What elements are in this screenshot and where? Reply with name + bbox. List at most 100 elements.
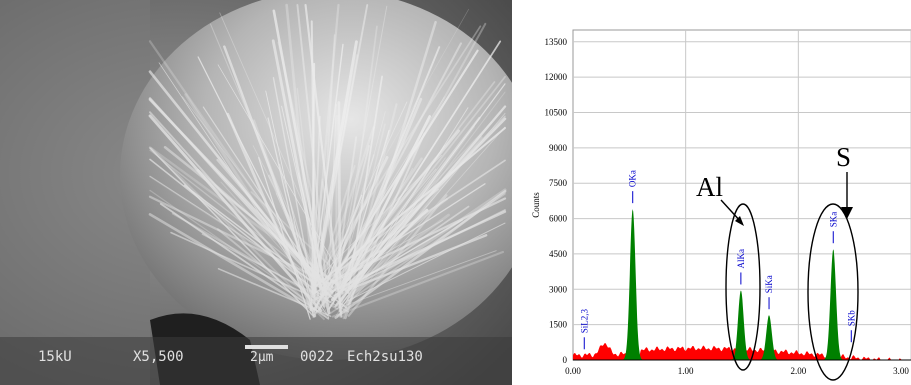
y-axis-label: Counts bbox=[531, 192, 541, 218]
sem-needle bbox=[313, 101, 408, 304]
y-tick-label: 13500 bbox=[545, 37, 568, 47]
sem-sample-id: Ech2su130 bbox=[347, 349, 423, 365]
eds-spectrum: 0 1500 3000 4500 6000 7500 9000 10500 12000 13500… bbox=[516, 0, 911, 385]
peak-label: OKa bbox=[628, 170, 638, 187]
peak-label: AlKa bbox=[736, 249, 746, 269]
sem-needle bbox=[334, 190, 507, 319]
x-tick-label: 2.00 bbox=[790, 366, 806, 376]
y-tick-label: 6000 bbox=[549, 214, 568, 224]
sem-needle bbox=[149, 175, 330, 293]
sem-needle bbox=[149, 175, 341, 301]
sem-needle bbox=[220, 181, 320, 293]
sem-needle bbox=[275, 192, 329, 318]
sem-needle bbox=[285, 3, 315, 283]
sem-needle bbox=[312, 210, 507, 301]
sem-magnification: X5,500 bbox=[133, 349, 184, 365]
sem-needle bbox=[312, 165, 356, 299]
peak-OKa bbox=[620, 209, 645, 360]
sem-needle bbox=[339, 116, 481, 301]
sem-scale-bar bbox=[245, 345, 288, 349]
sem-needle bbox=[149, 147, 315, 318]
sem-needle bbox=[171, 212, 339, 310]
sem-needle bbox=[310, 25, 482, 290]
sem-needle bbox=[148, 40, 317, 282]
sem-needle bbox=[148, 97, 332, 298]
sem-needle bbox=[313, 183, 486, 294]
sem-needle bbox=[201, 233, 350, 313]
sem-needle bbox=[148, 114, 323, 313]
peak-labels: OKa AlKa SiKa SKa SKb SiL2,3 bbox=[579, 170, 856, 350]
al-peak-circle bbox=[725, 203, 761, 371]
sem-needle bbox=[336, 126, 506, 318]
sem-needle bbox=[296, 87, 323, 306]
sem-micrograph: 15kU X5,500 2μm 0022 Ech2su130 bbox=[0, 0, 512, 385]
sem-needle bbox=[319, 34, 336, 287]
sem-needle bbox=[196, 168, 334, 289]
al-arrow-head bbox=[735, 216, 744, 226]
sem-needle bbox=[310, 20, 317, 295]
s-peak-circle bbox=[807, 203, 859, 381]
sem-needle bbox=[331, 250, 504, 318]
sem-needle bbox=[258, 156, 311, 320]
sem-needle bbox=[336, 75, 506, 293]
sem-needle bbox=[340, 83, 506, 307]
sem-needle bbox=[344, 20, 437, 320]
peak-AlKa bbox=[729, 290, 753, 360]
sem-needle bbox=[346, 115, 432, 282]
grid bbox=[573, 30, 911, 360]
sem-needle bbox=[328, 40, 502, 310]
sem-needle bbox=[181, 96, 335, 297]
sem-scale-label: 2μm bbox=[250, 350, 274, 365]
y-tick-label: 12000 bbox=[545, 72, 568, 82]
sem-voltage: 15kU bbox=[38, 349, 72, 365]
y-tick-label: 4500 bbox=[549, 249, 568, 259]
x-tick-label: 1.00 bbox=[678, 366, 694, 376]
peak-label: SKb bbox=[846, 310, 856, 327]
sem-needle bbox=[159, 202, 330, 320]
y-tick-label: 7500 bbox=[549, 178, 568, 188]
sem-needle bbox=[313, 168, 437, 316]
sem-image-number: 0022 bbox=[300, 349, 334, 365]
sem-needle bbox=[265, 202, 316, 314]
y-tick-label: 1500 bbox=[549, 320, 568, 330]
sem-needle bbox=[217, 64, 347, 286]
sem-needle bbox=[335, 188, 507, 306]
sem-needle bbox=[327, 129, 461, 291]
x-tick-label: 3.00 bbox=[893, 366, 909, 376]
sem-needle bbox=[312, 49, 479, 311]
y-tick-labels: 0 1500 3000 4500 6000 7500 9000 10500 12000 13500 bbox=[545, 37, 568, 365]
sem-needle bbox=[342, 103, 398, 320]
sem-needle bbox=[150, 147, 325, 321]
al-label: Al bbox=[696, 172, 723, 202]
sem-needle bbox=[272, 9, 331, 315]
sem-needle bbox=[149, 149, 334, 295]
x-tick-labels: 0.00 1.00 2.00 3.00 bbox=[565, 366, 909, 376]
sem-needle bbox=[314, 194, 363, 311]
spectrum bbox=[573, 209, 911, 361]
sem-needle bbox=[170, 231, 316, 299]
y-tick-label: 3000 bbox=[549, 284, 568, 294]
peak-SiKa bbox=[757, 315, 781, 360]
sem-needle bbox=[319, 155, 389, 296]
sem-needle bbox=[339, 46, 441, 290]
sem-needle bbox=[347, 213, 450, 289]
sem-needles bbox=[148, 3, 507, 321]
sem-needle bbox=[217, 228, 317, 311]
sem-needle bbox=[310, 9, 469, 288]
sem-needle bbox=[252, 145, 324, 285]
sem-needle bbox=[332, 5, 388, 307]
sem-needle bbox=[219, 12, 342, 292]
sem-needle bbox=[312, 40, 358, 294]
sem-needle bbox=[336, 250, 497, 309]
sem-needle bbox=[148, 213, 316, 313]
sem-needle bbox=[217, 268, 332, 317]
s-arrow-head bbox=[841, 207, 853, 219]
y-tick-label: 10500 bbox=[545, 108, 568, 118]
sem-needle bbox=[322, 159, 506, 282]
sem-crystal-cluster bbox=[120, 0, 512, 360]
sem-needle bbox=[340, 136, 483, 313]
peak-label: SKa bbox=[828, 212, 838, 228]
sem-needle bbox=[333, 136, 358, 292]
sem-needle bbox=[318, 126, 375, 291]
sem-needle bbox=[340, 117, 507, 287]
